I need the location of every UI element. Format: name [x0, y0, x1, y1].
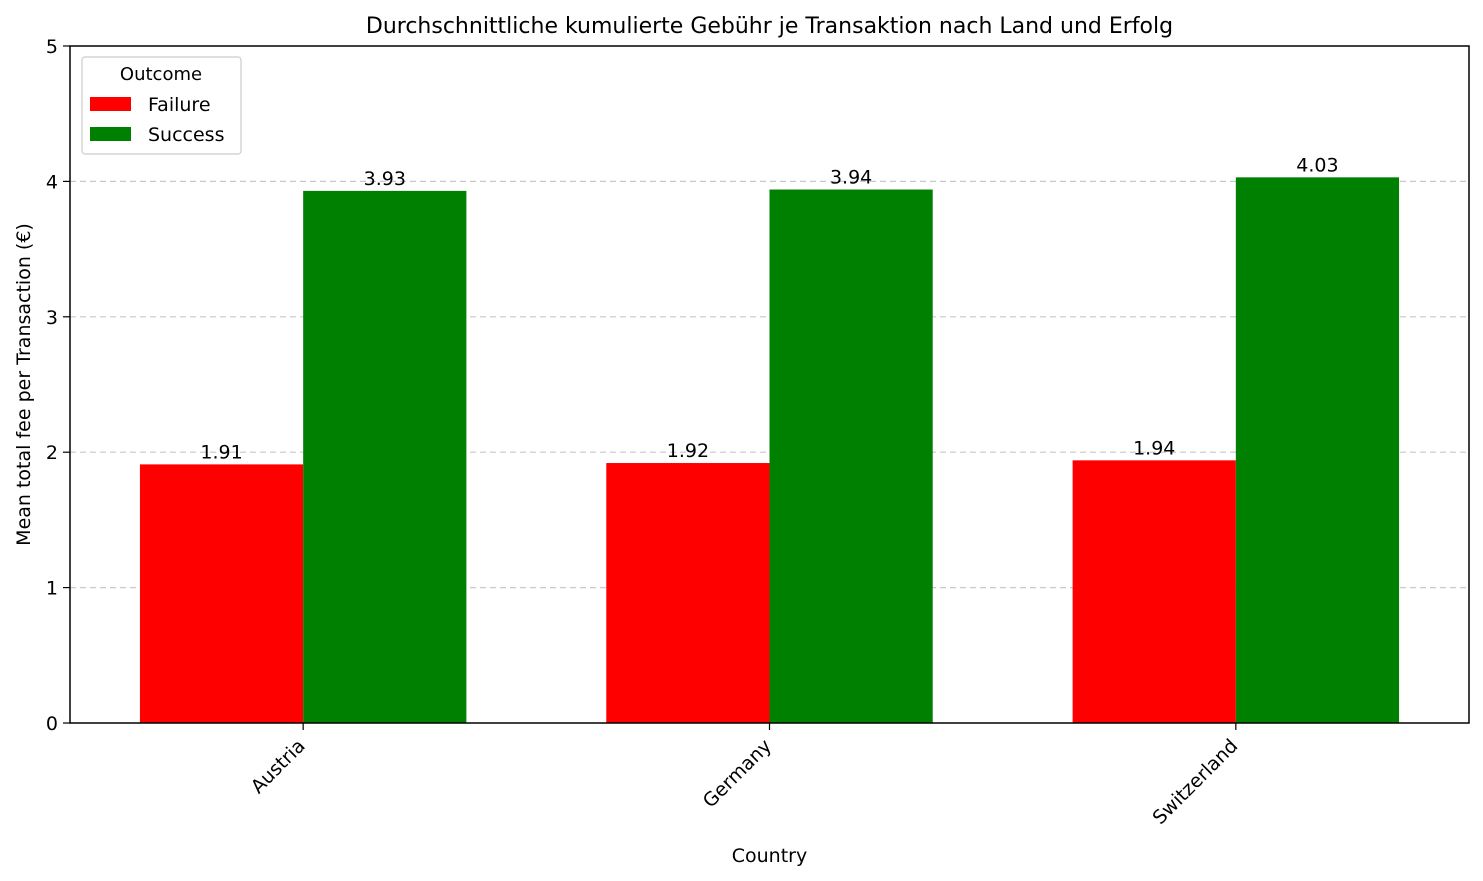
- legend-label-failure: Failure: [148, 94, 211, 116]
- legend-swatch-failure: [90, 97, 131, 111]
- value-label-success-switzerland: 4.03: [1296, 154, 1338, 176]
- legend-title: Outcome: [120, 64, 202, 85]
- value-label-success-germany: 3.94: [830, 167, 872, 189]
- y-tick-label-4: 4: [46, 171, 58, 193]
- legend-label-success: Success: [148, 124, 224, 146]
- bars: [139, 177, 1400, 724]
- legend-swatch-success: [90, 127, 131, 141]
- y-tick-label-3: 3: [46, 307, 58, 329]
- value-labels: 1.91 3.93 1.92 3.94 1.94 4.03: [200, 154, 1338, 463]
- y-axis-label: Mean total fee per Transaction (€): [13, 223, 35, 546]
- y-tick-label-2: 2: [46, 442, 58, 464]
- y-tick-label-1: 1: [46, 578, 58, 600]
- y-tick-label-0: 0: [46, 713, 58, 735]
- x-axis-label: Country: [732, 845, 807, 867]
- bar-failure-germany: [606, 463, 770, 723]
- chart-title: Durchschnittliche kumulierte Gebühr je T…: [366, 14, 1173, 39]
- bar-failure-switzerland: [1072, 460, 1236, 723]
- value-label-success-austria: 3.93: [364, 168, 406, 190]
- value-label-failure-germany: 1.92: [667, 440, 709, 462]
- value-label-failure-austria: 1.91: [200, 441, 242, 463]
- legend: Outcome Failure Success: [81, 56, 242, 155]
- y-tick-label-5: 5: [46, 36, 58, 58]
- bar-failure-austria: [139, 464, 304, 723]
- bar-success-austria: [303, 190, 467, 724]
- bar-success-switzerland: [1235, 177, 1400, 723]
- y-axis: 0 1 2 3 4 5: [46, 36, 70, 735]
- bar-success-germany: [769, 189, 933, 724]
- value-label-failure-switzerland: 1.94: [1133, 437, 1175, 459]
